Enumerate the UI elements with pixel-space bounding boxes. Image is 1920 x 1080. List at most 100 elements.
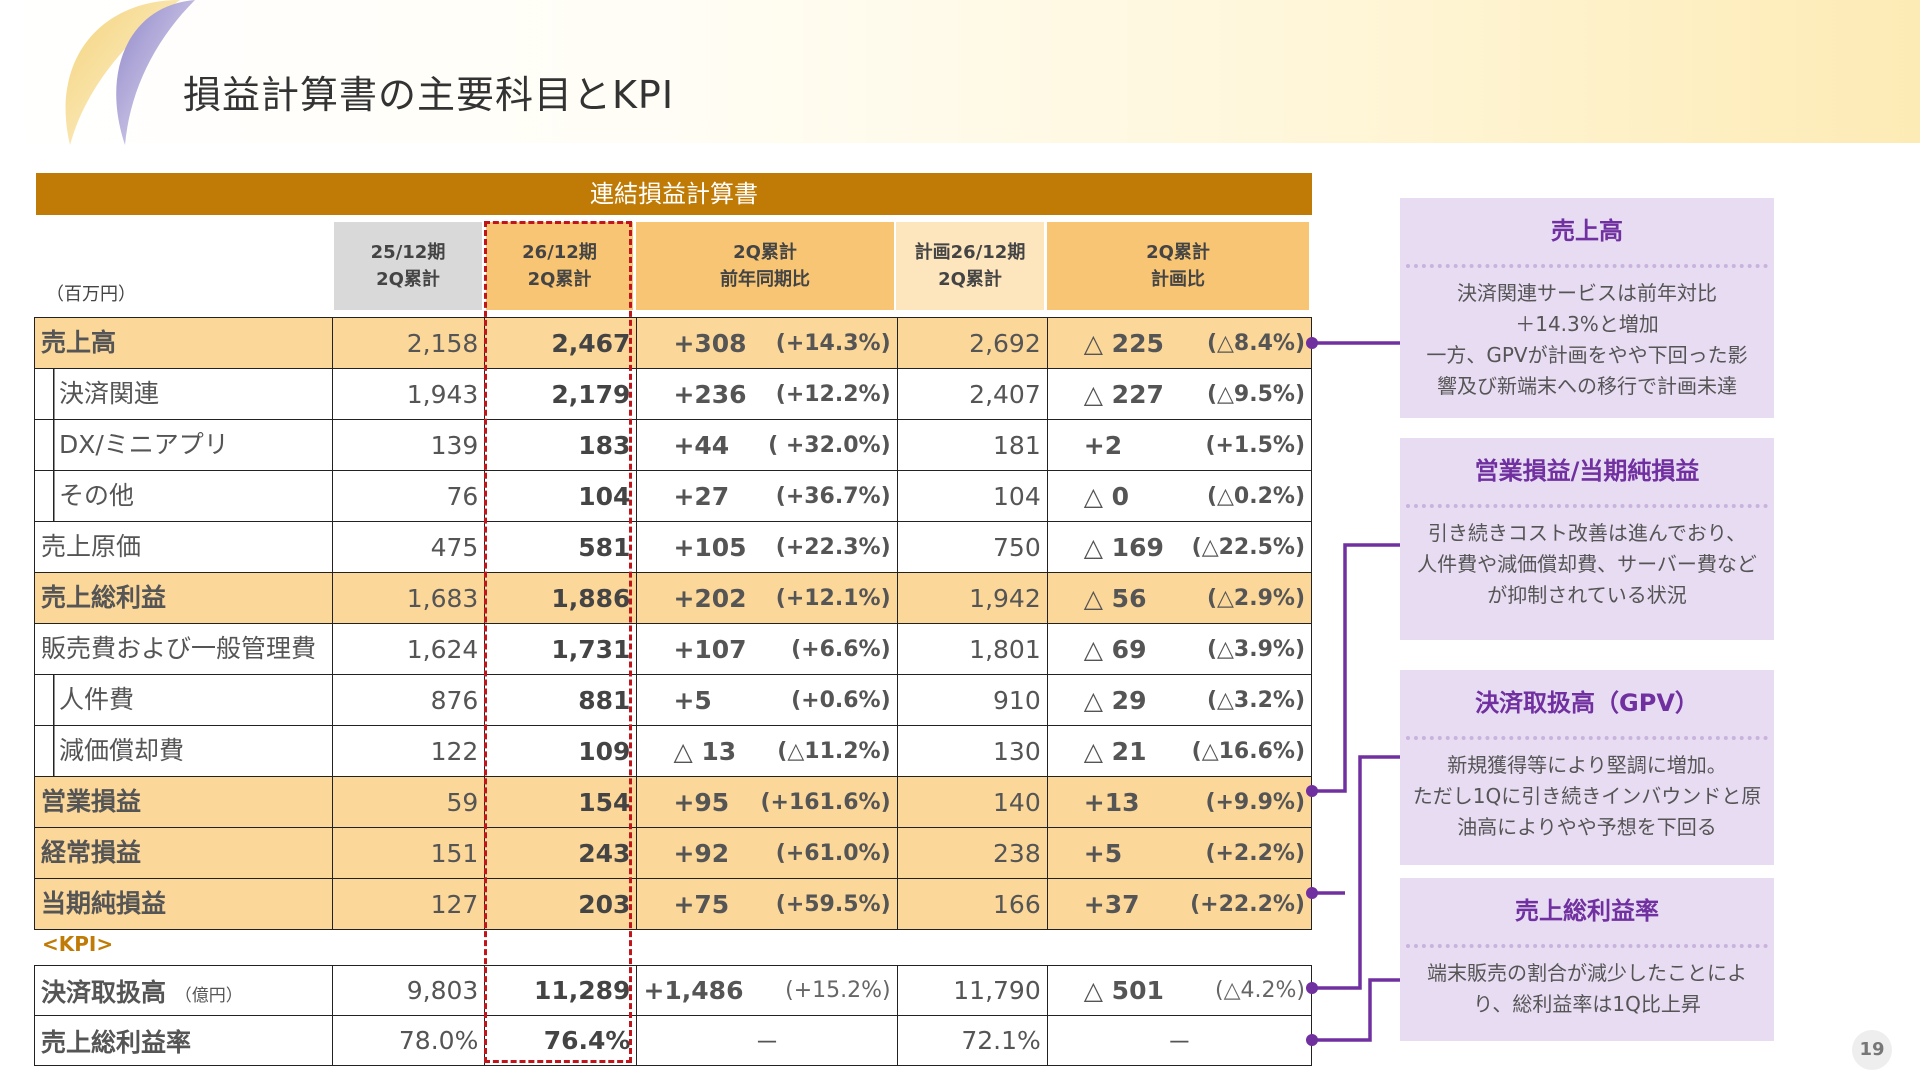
cell-vs-plan: +2 (+1.5%)	[1046, 419, 1313, 471]
cell-prev: 9,803	[332, 965, 486, 1016]
panel-title: 売上高	[1551, 217, 1623, 245]
divider	[1406, 504, 1768, 508]
cell-prev: 78.0%	[332, 1015, 486, 1066]
panel-title: 決済取扱高（GPV）	[1475, 689, 1699, 717]
cell-curr: 11,289	[484, 965, 638, 1016]
page-number: 19	[1852, 1030, 1892, 1070]
table-row: 当期純損益 127 203 +75 (+59.5%) 166 +37 (+22.2%)	[33, 878, 1313, 930]
cell-vs-plan: △ 227 (△9.5%)	[1046, 368, 1313, 420]
cell-yoy: +105 (+22.3%)	[636, 521, 898, 573]
table-row: 営業損益 59 154 +95 (+161.6%) 140 +13 (+9.9%)	[33, 776, 1313, 828]
row-label: 営業損益	[33, 776, 334, 828]
cell-yoy: +107 (+6.6%)	[636, 623, 898, 675]
cell-curr: 154	[484, 776, 638, 828]
cell-plan: 2,692	[896, 317, 1048, 369]
cell-prev: 151	[332, 827, 486, 879]
crescent-decoration	[65, 0, 195, 145]
table-row: その他 76 104 +27 (+36.7%) 104 △ 0 (△0.2%)	[33, 470, 1313, 522]
row-label: 売上高	[33, 317, 334, 369]
cell-yoy: +308 (+14.3%)	[636, 317, 898, 369]
cell-plan: 104	[896, 470, 1048, 522]
cell-yoy: －	[636, 1015, 898, 1066]
panel-title: 売上総利益率	[1515, 897, 1659, 925]
cell-plan: 140	[896, 776, 1048, 828]
table-row: 経常損益 151 243 +92 (+61.0%) 238 +5 (+2.2%)	[33, 827, 1313, 879]
cell-curr: 1,886	[484, 572, 638, 624]
cell-curr: 104	[484, 470, 638, 522]
cell-plan: 1,942	[896, 572, 1048, 624]
cell-plan: 130	[896, 725, 1048, 777]
cell-vs-plan: +5 (+2.2%)	[1046, 827, 1313, 879]
cell-curr: 109	[484, 725, 638, 777]
table-row: 売上高 2,158 2,467 +308 (+14.3%) 2,692 △ 225 (△8.4…	[33, 317, 1313, 369]
panel-gpv: 決済取扱高（GPV） 新規獲得等により堅調に増加。 ただし1Qに引き続きインバウ…	[1400, 670, 1774, 865]
cell-curr: 881	[484, 674, 638, 726]
row-label: 経常損益	[33, 827, 334, 879]
table-row: 売上総利益率 78.0% 76.4% － 72.1% －	[33, 1015, 1313, 1066]
panel-revenue: 売上高 決済関連サービスは前年対比 ＋14.3%と増加 一方、GPVが計画をやや…	[1400, 198, 1774, 418]
cell-yoy: +236 (+12.2%)	[636, 368, 898, 420]
table-row: DX/ミニアプリ 139 183 +44( +32.0%) 181 +2 (+1.5%)	[33, 419, 1313, 471]
cell-vs-plan: △ 69 (△3.9%)	[1046, 623, 1313, 675]
panel-title: 営業損益/当期純損益	[1474, 457, 1700, 485]
cell-prev: 475	[332, 521, 486, 573]
panel-operating-profit: 営業損益/当期純損益 引き続きコスト改善は進んでおり、 人件費や減価償却費、サー…	[1400, 438, 1774, 640]
page-title: 損益計算書の主要科目とKPI	[183, 73, 675, 117]
cell-prev: 2,158	[332, 317, 486, 369]
row-label: 売上総利益	[33, 572, 334, 624]
cell-vs-plan: －	[1046, 1015, 1313, 1066]
cell-vs-plan: △ 56 (△2.9%)	[1046, 572, 1313, 624]
cell-curr: 1,731	[484, 623, 638, 675]
panel-body: 決済関連サービスは前年対比 ＋14.3%と増加 一方、GPVが計画をやや下回った…	[1426, 281, 1748, 398]
cell-plan: 1,801	[896, 623, 1048, 675]
row-label: 決済取扱高 （億円）	[33, 965, 334, 1016]
cell-plan: 181	[896, 419, 1048, 471]
table-row: 売上原価 475 581 +105 (+22.3%) 750 △ 169 (△22.5%)	[33, 521, 1313, 573]
cell-curr: 183	[484, 419, 638, 471]
cell-vs-plan: △ 169 (△22.5%)	[1046, 521, 1313, 573]
row-label: 決済関連	[33, 368, 334, 420]
cell-vs-plan: △ 29 (△3.2%)	[1046, 674, 1313, 726]
cell-plan: 910	[896, 674, 1048, 726]
row-label: 当期純損益	[33, 878, 334, 930]
cell-vs-plan: △ 501 (△4.2%)	[1046, 965, 1313, 1016]
cell-yoy: +5 (+0.6%)	[636, 674, 898, 726]
row-label: 減価償却費	[33, 725, 334, 777]
cell-yoy: +92 (+61.0%)	[636, 827, 898, 879]
panel-body: 新規獲得等により堅調に増加。 ただし1Qに引き続きインバウンドと原 油高によりや…	[1412, 753, 1762, 839]
cell-prev: 139	[332, 419, 486, 471]
cell-prev: 122	[332, 725, 486, 777]
table-row: 人件費 876 881 +5 (+0.6%) 910 △ 29 (△3.2%)	[33, 674, 1313, 726]
cell-plan: 11,790	[896, 965, 1048, 1016]
cell-yoy: +202 (+12.1%)	[636, 572, 898, 624]
cell-yoy: +27 (+36.7%)	[636, 470, 898, 522]
divider	[1406, 264, 1768, 268]
cell-curr: 581	[484, 521, 638, 573]
cell-plan: 72.1%	[896, 1015, 1048, 1066]
cell-yoy: +1,486 (+15.2%)	[636, 965, 898, 1016]
col-header-vs-plan: 2Q累計 計画比	[1047, 222, 1309, 310]
cell-prev: 876	[332, 674, 486, 726]
cell-prev: 1,943	[332, 368, 486, 420]
table-row: 決済関連 1,943 2,179 +236 (+12.2%) 2,407 △ 227 (△9.…	[33, 368, 1313, 420]
table-banner: 連結損益計算書	[36, 173, 1312, 215]
col-header-yoy: 2Q累計 前年同期比	[636, 222, 894, 310]
cell-yoy: +95 (+161.6%)	[636, 776, 898, 828]
row-label: その他	[33, 470, 334, 522]
cell-yoy: +44( +32.0%)	[636, 419, 898, 471]
kpi-label: <KPI>	[42, 932, 114, 956]
table-row: 売上総利益 1,683 1,886 +202 (+12.1%) 1,942 △ 56 (△2.…	[33, 572, 1313, 624]
cell-vs-plan: △ 21 (△16.6%)	[1046, 725, 1313, 777]
kpi-table: 決済取扱高 （億円） 9,803 11,289 +1,486 (+15.2%) 1…	[33, 965, 1313, 1066]
header-band	[0, 0, 1920, 143]
income-statement-table: 売上高 2,158 2,467 +308 (+14.3%) 2,692 △ 225 (△8.4…	[33, 317, 1313, 930]
panel-body: 端末販売の割合が減少したことによ り、総利益率は1Q比上昇	[1427, 961, 1747, 1016]
cell-vs-plan: △ 0 (△0.2%)	[1046, 470, 1313, 522]
cell-plan: 166	[896, 878, 1048, 930]
row-label: DX/ミニアプリ	[33, 419, 334, 471]
col-header-prev: 25/12期 2Q累計	[334, 222, 482, 310]
cell-plan: 238	[896, 827, 1048, 879]
cell-curr: 243	[484, 827, 638, 879]
row-label: 売上原価	[33, 521, 334, 573]
row-label: 売上総利益率	[33, 1015, 334, 1066]
